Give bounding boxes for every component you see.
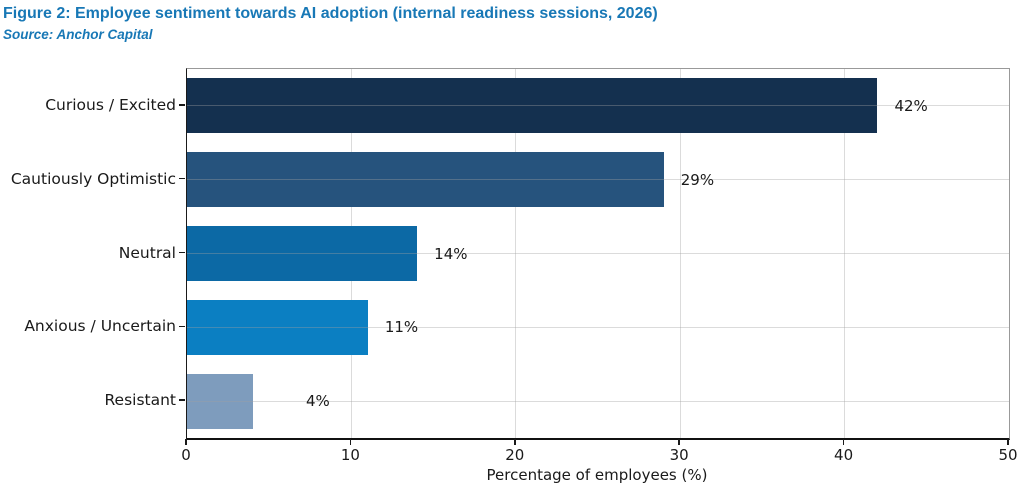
value-label: 4%	[306, 392, 330, 411]
bar-neutral	[187, 226, 418, 281]
horizontal-gridline	[187, 253, 1009, 254]
category-label: Neutral	[118, 243, 176, 262]
value-label: 42%	[894, 96, 928, 115]
vertical-gridline	[515, 69, 517, 438]
y-tick-mark	[179, 325, 185, 328]
x-tick-label: 0	[181, 446, 191, 464]
category-label: Cautiously Optimistic	[10, 169, 176, 188]
x-tick-mark	[514, 439, 516, 445]
x-tick-label: 40	[834, 446, 854, 464]
x-axis-title: Percentage of employees (%)	[486, 466, 708, 484]
y-tick-mark	[179, 177, 185, 180]
horizontal-gridline	[187, 326, 1009, 328]
category-label: Anxious / Uncertain	[24, 317, 176, 336]
value-label: 29%	[680, 170, 715, 189]
bar-curious-excited	[187, 78, 878, 134]
vertical-gridline	[844, 69, 846, 438]
y-tick-mark	[179, 104, 185, 106]
x-tick-label: 30	[669, 446, 689, 464]
x-tick-mark	[842, 439, 845, 445]
plot-area: 42% 29% 14% 11% 4%	[186, 68, 1010, 440]
x-tick-mark	[678, 439, 680, 445]
category-label: Curious / Excited	[45, 95, 176, 114]
figure-source: Source: Anchor Capital	[3, 27, 153, 42]
horizontal-gridline	[187, 179, 1009, 181]
x-tick-mark	[349, 439, 352, 445]
figure-title: Figure 2: Employee sentiment towards AI …	[3, 5, 658, 22]
value-label: 14%	[434, 244, 468, 263]
x-tick-mark	[185, 439, 187, 445]
bar-cautiously-optimistic	[187, 152, 664, 208]
x-tick-label: 10	[340, 446, 360, 464]
vertical-gridline	[679, 69, 681, 438]
x-tick-mark	[1007, 439, 1009, 445]
y-tick-mark	[179, 399, 185, 401]
horizontal-gridline	[187, 105, 1009, 107]
x-tick-label: 20	[505, 446, 525, 464]
bar-anxious-uncertain	[187, 299, 368, 355]
category-label: Resistant	[104, 391, 176, 410]
y-tick-mark	[179, 251, 185, 254]
value-label: 11%	[384, 318, 419, 337]
horizontal-gridline	[187, 400, 1009, 402]
bar-resistant	[187, 373, 253, 429]
x-tick-label: 50	[998, 446, 1018, 464]
